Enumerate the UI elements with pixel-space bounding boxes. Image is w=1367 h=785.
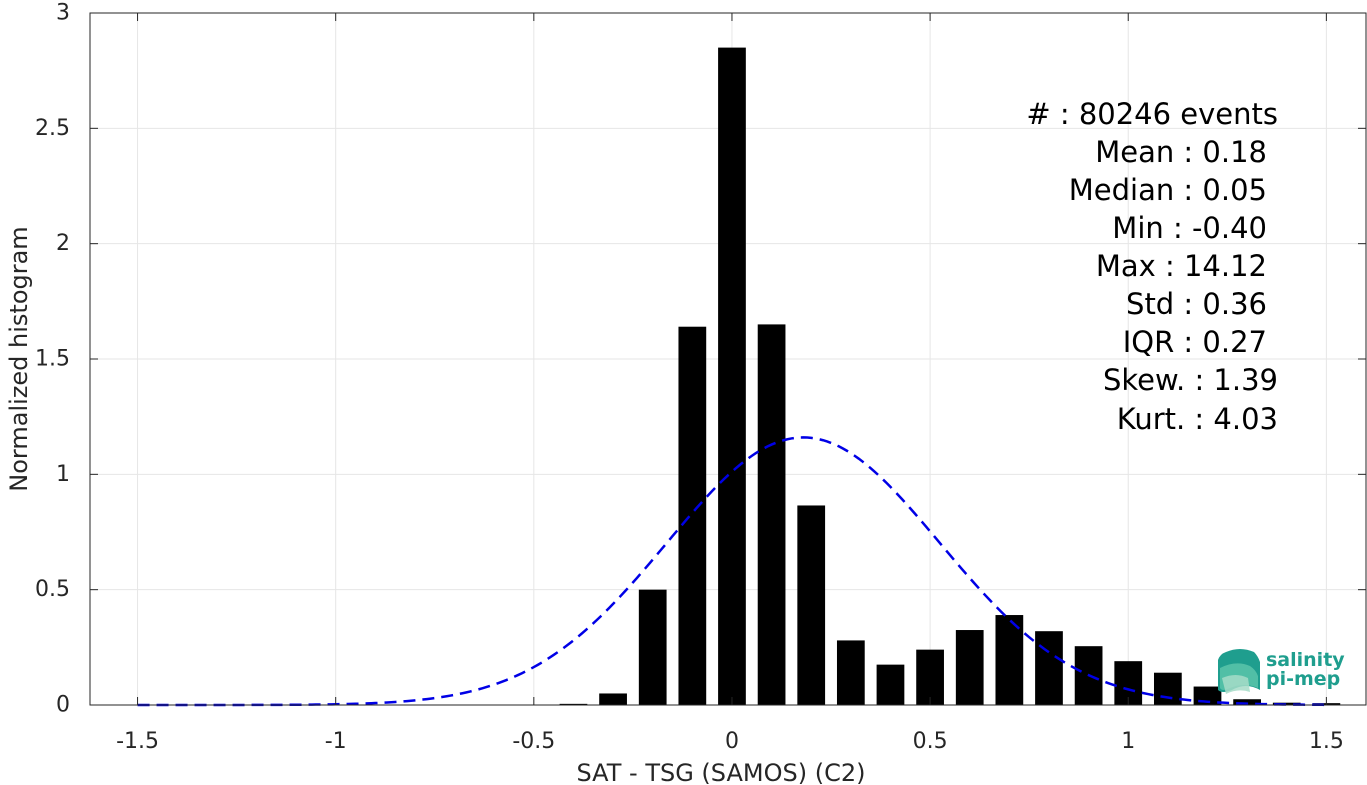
histogram-bar <box>955 630 984 705</box>
x-tick-labels: -1.5 -1 -0.5 0 0.5 1 1.5 <box>116 729 1344 754</box>
histogram-bar <box>718 47 746 706</box>
stat-min: Min : -0.40 <box>1112 211 1267 245</box>
y-tick-label: 2 <box>56 231 70 256</box>
stat-iqr: IQR : 0.27 <box>1123 325 1267 359</box>
histogram-bar <box>876 664 905 705</box>
histogram-bar <box>1153 672 1182 705</box>
stat-max: Max : 14.12 <box>1096 249 1267 283</box>
stat-skew: Skew. : 1.39 <box>1103 363 1278 397</box>
y-tick-label: 0.5 <box>35 577 70 602</box>
x-tick-label: 1.5 <box>1309 729 1344 754</box>
stat-kurt: Kurt. : 4.03 <box>1117 402 1278 436</box>
y-tick-labels: 0 0.5 1 1.5 2 2.5 3 <box>35 1 70 718</box>
stat-median: Median : 0.05 <box>1069 173 1267 207</box>
y-tick-label: 1.5 <box>35 347 70 372</box>
histogram-bar <box>638 589 667 705</box>
wave-logo-icon <box>1218 649 1260 694</box>
x-tick-label: -1.5 <box>116 729 159 754</box>
histogram-bar <box>559 703 588 705</box>
stat-count: # : 80246 events <box>1026 97 1278 131</box>
x-tick-label: 0.5 <box>913 729 948 754</box>
y-tick-label: 3 <box>56 1 70 26</box>
axis-ticks <box>90 12 1366 706</box>
stat-mean: Mean : 0.18 <box>1095 135 1267 169</box>
logo-line1: salinity <box>1266 649 1345 671</box>
salinity-pi-mep-logo: salinity pi-mep <box>1218 649 1345 694</box>
y-tick-label: 1 <box>56 462 70 487</box>
y-tick-label: 2.5 <box>35 116 70 141</box>
histogram-bar <box>599 693 627 705</box>
x-tick-label: 0 <box>725 729 739 754</box>
histogram-bar <box>1035 631 1063 705</box>
histogram-bar <box>995 615 1024 705</box>
x-tick-label: -1 <box>325 729 347 754</box>
x-axis-label: SAT - TSG (SAMOS) (C2) <box>577 759 866 785</box>
histogram-bar <box>836 640 865 705</box>
histogram-bar <box>678 326 707 705</box>
histogram-bar <box>757 324 786 705</box>
histogram-bar <box>1272 702 1301 705</box>
histogram-bar <box>1233 699 1261 705</box>
x-tick-label: -0.5 <box>512 729 555 754</box>
stats-box: # : 80246 events Mean : 0.18 Median : 0.… <box>1026 97 1278 436</box>
histogram-bars <box>559 47 1341 706</box>
stat-std: Std : 0.36 <box>1126 287 1267 321</box>
x-tick-label: 1 <box>1121 729 1135 754</box>
y-tick-label: 0 <box>56 693 70 718</box>
logo-line2: pi-mep <box>1266 668 1340 690</box>
histogram-bar <box>916 649 944 705</box>
histogram-bar <box>797 505 826 705</box>
y-axis-label: Normalized histogram <box>5 226 33 491</box>
